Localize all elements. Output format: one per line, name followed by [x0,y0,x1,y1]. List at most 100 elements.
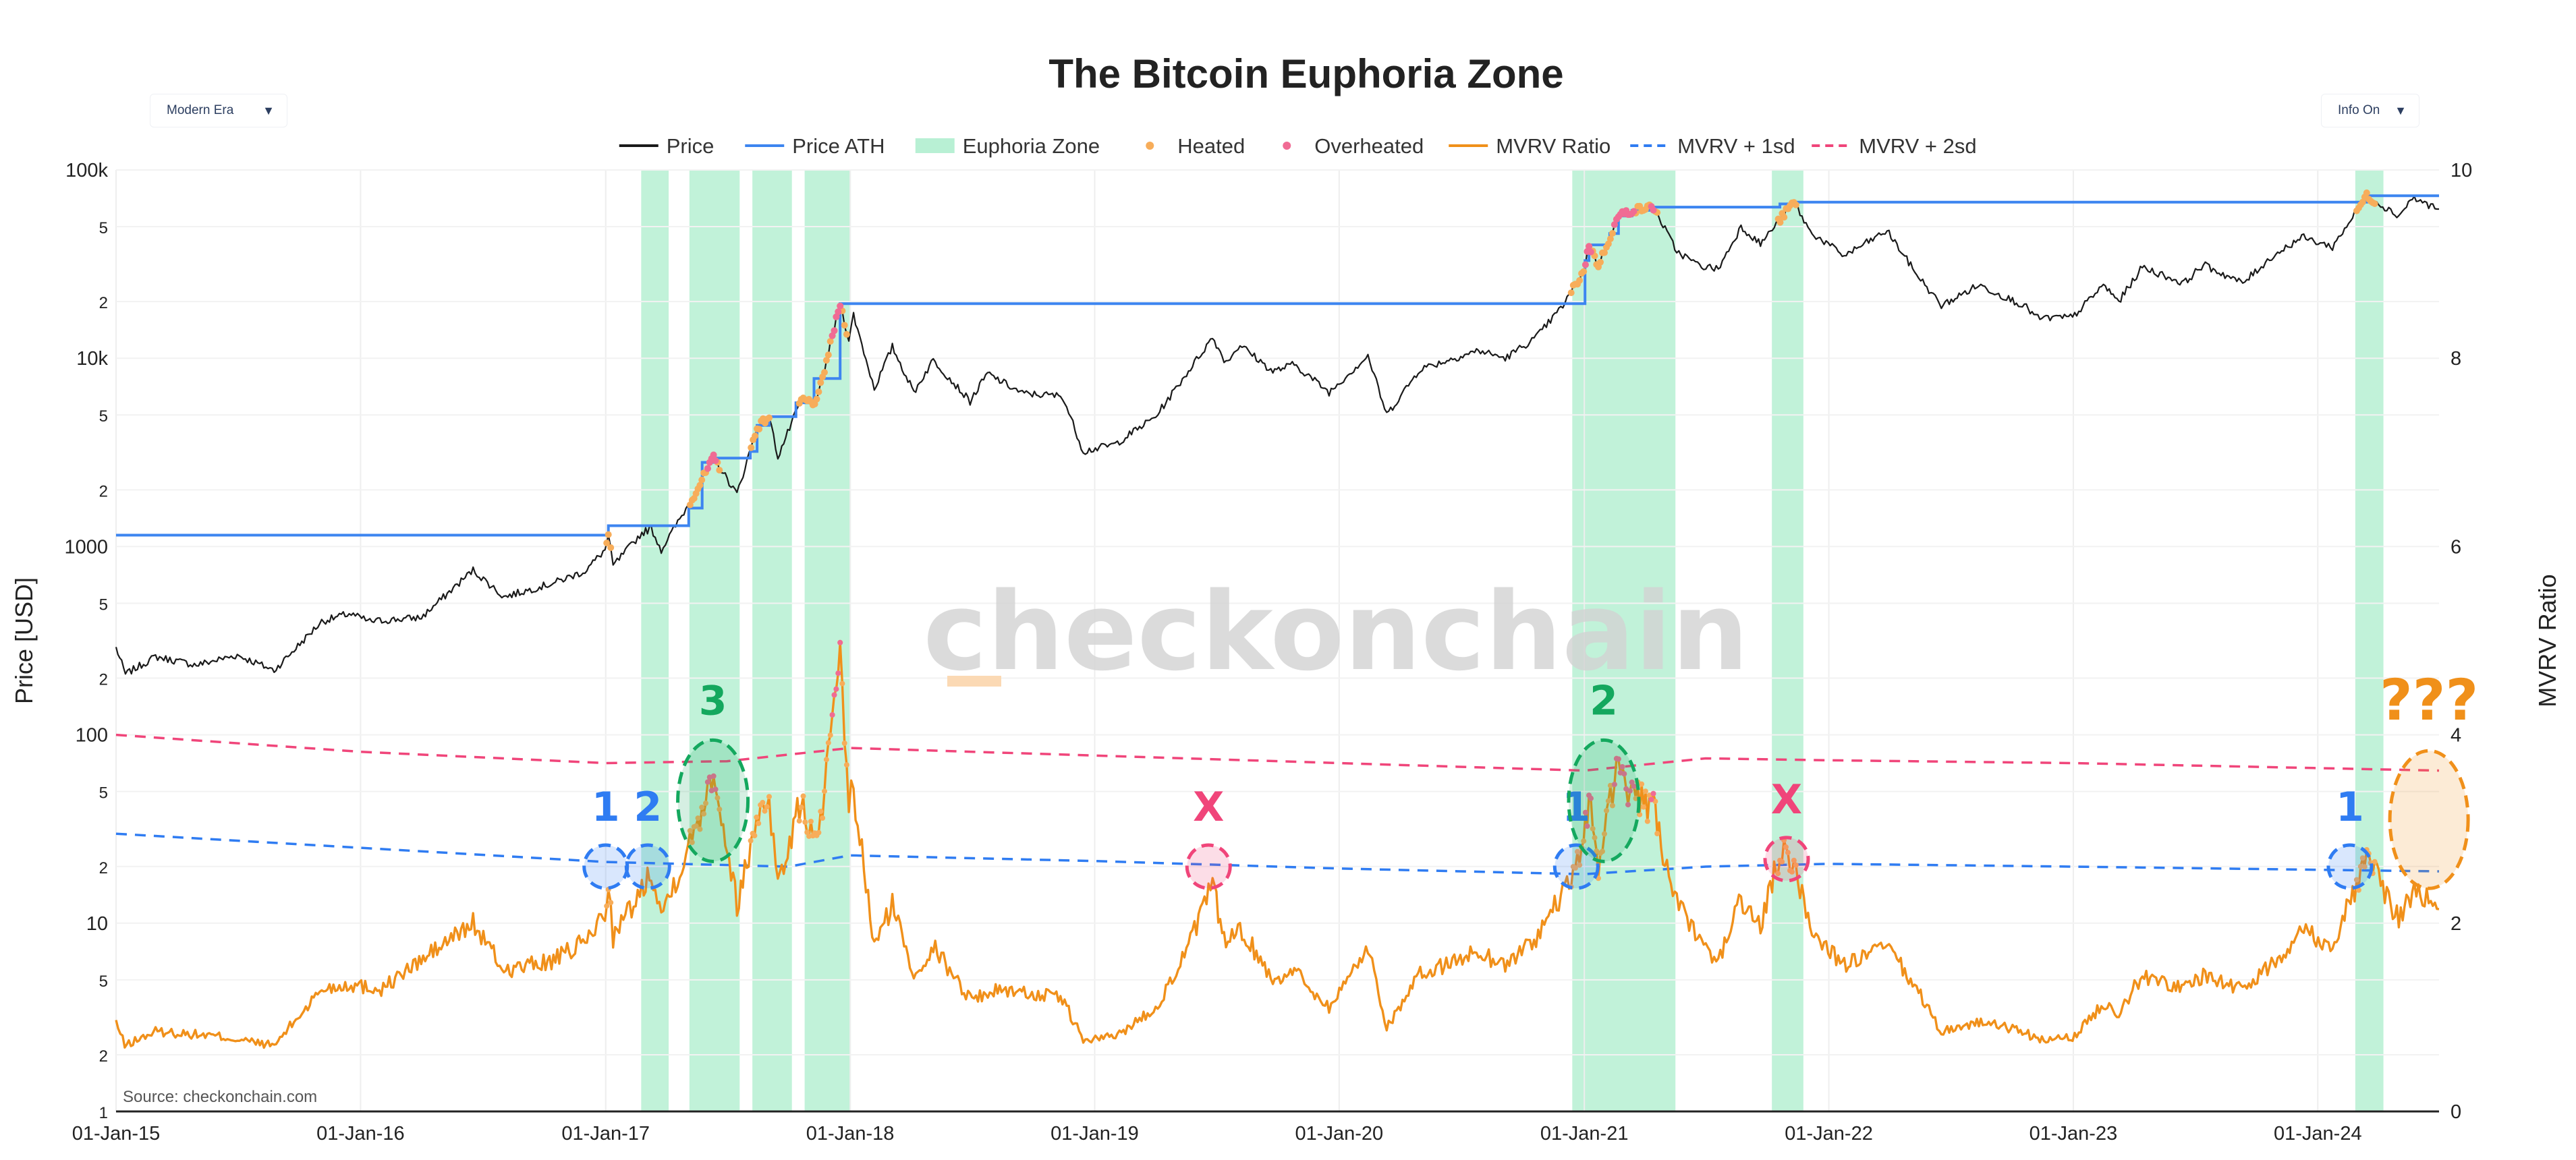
legend-label: Overheated [1314,134,1424,158]
heated-marker [1605,798,1611,804]
annotation-label: 2 [634,784,662,831]
heated-marker [1575,848,1580,854]
heated-marker [806,833,812,839]
heated-marker [1572,865,1578,871]
heated-marker [1609,803,1615,809]
heated-marker [703,801,708,806]
euphoria-zone-band [689,170,740,1111]
y-left-tick-label: 2 [99,671,108,689]
price-ath-line [116,194,2439,537]
y-right-tick-label: 8 [2451,348,2461,370]
legend-label: Price [667,134,715,158]
overheated-marker [712,457,719,464]
mvrv-2sd-line [115,733,2440,772]
era-dropdown-label: Modern Era [167,103,234,117]
x-tick-label: 01-Jan-18 [806,1123,895,1144]
y-right-tick-label: 0 [2451,1101,2461,1123]
overheated-marker [1650,206,1657,214]
mvrv-1sd-line [115,832,2440,875]
x-tick-label: 01-Jan-20 [1295,1123,1384,1144]
heated-marker [1779,859,1785,865]
overheated-marker [1619,764,1625,770]
heated-marker [802,819,808,825]
heated-marker [1602,831,1607,837]
annotation-ellipse [676,738,750,863]
heated-marker [817,379,824,386]
heated-marker [1581,838,1587,844]
heated-marker [1590,825,1596,832]
annotation-label: 2 [1590,677,1618,724]
heated-marker [796,818,802,824]
overheated-marker [1650,790,1656,796]
annotation-ellipse [1552,843,1600,890]
heated-marker [754,814,760,820]
heated-marker [1601,249,1608,256]
annotation-label: 3 [699,677,727,724]
source-note: Source: checkonchain.com [123,1088,317,1106]
overheated-marker [1586,243,1593,250]
heated-marker [827,338,834,345]
info-dropdown-label: Info On [2338,103,2380,117]
overheated-marker [831,327,838,335]
euphoria-zones [641,170,2384,1111]
heated-marker [1642,788,1648,794]
heated-marker [1580,268,1588,275]
heated-marker [715,795,721,801]
overheated-marker [1584,823,1590,829]
annotation-label: 1 [592,784,620,831]
legend: Price Price ATH Euphoria Zone Heated Overhea… [619,134,1977,158]
y-left-tick-label: 5 [99,596,108,614]
y-left-tick-label: 10 [86,913,108,935]
heated-marker [1781,214,1788,221]
overheated-marker [1629,779,1635,785]
era-dropdown[interactable]: Modern Era ▼ [150,94,287,127]
heated-marker [1783,844,1789,850]
x-tick-label: 01-Jan-23 [2029,1123,2118,1144]
annotation-ellipse [1567,738,1641,863]
heated-marker [843,330,850,338]
annotation-ellipse [624,843,671,890]
y-right-tick-label: 6 [2451,536,2461,558]
x-tick-label: 01-Jan-17 [561,1123,650,1144]
price-line [115,192,2439,675]
y-right-tick-label: 10 [2451,160,2472,181]
heated-marker [1600,848,1605,854]
heated-marker [815,388,822,395]
overheated-marker [1611,221,1618,228]
heated-marker [816,830,822,836]
heated-marker [748,838,754,844]
heated-marker [608,900,614,906]
annotation-label: 1 [2336,784,2364,831]
info-dropdown[interactable]: Info On ▼ [2321,94,2419,127]
heated-marker [605,531,612,538]
heated-marker [1577,862,1583,868]
overheated-marker [835,670,841,676]
heated-marker [1785,850,1791,856]
overheated-marker [837,639,843,645]
heated-marker [2359,855,2365,861]
annotation-ellipse [1185,843,1232,890]
heated-marker [1606,235,1614,243]
overheated-marker [831,692,837,698]
chevron-down-icon: ▼ [262,103,275,117]
overheated-marker [837,302,844,310]
heated-marker [822,788,827,794]
overheated-marker [710,451,717,459]
heated-marker [827,732,833,738]
euphoria-zone-band [1572,170,1676,1111]
heated-marker [752,432,759,440]
legend-label: Heated [1177,134,1245,158]
euphoria-zone-band [2355,170,2384,1111]
x-tick-label: 01-Jan-21 [1540,1123,1629,1144]
heated-marker [762,808,768,814]
legend-swatch [1146,142,1154,150]
overheated-marker [833,686,839,692]
y-axis-left-title: Price [USD] [10,577,38,704]
heated-marker [843,762,849,768]
y-left-tick-label: 5 [99,784,108,803]
heated-marker [697,826,703,832]
heated-marker [698,476,706,484]
annotation-label: 1 [1562,784,1590,831]
y-left-tick-label: 1 [99,1104,108,1122]
